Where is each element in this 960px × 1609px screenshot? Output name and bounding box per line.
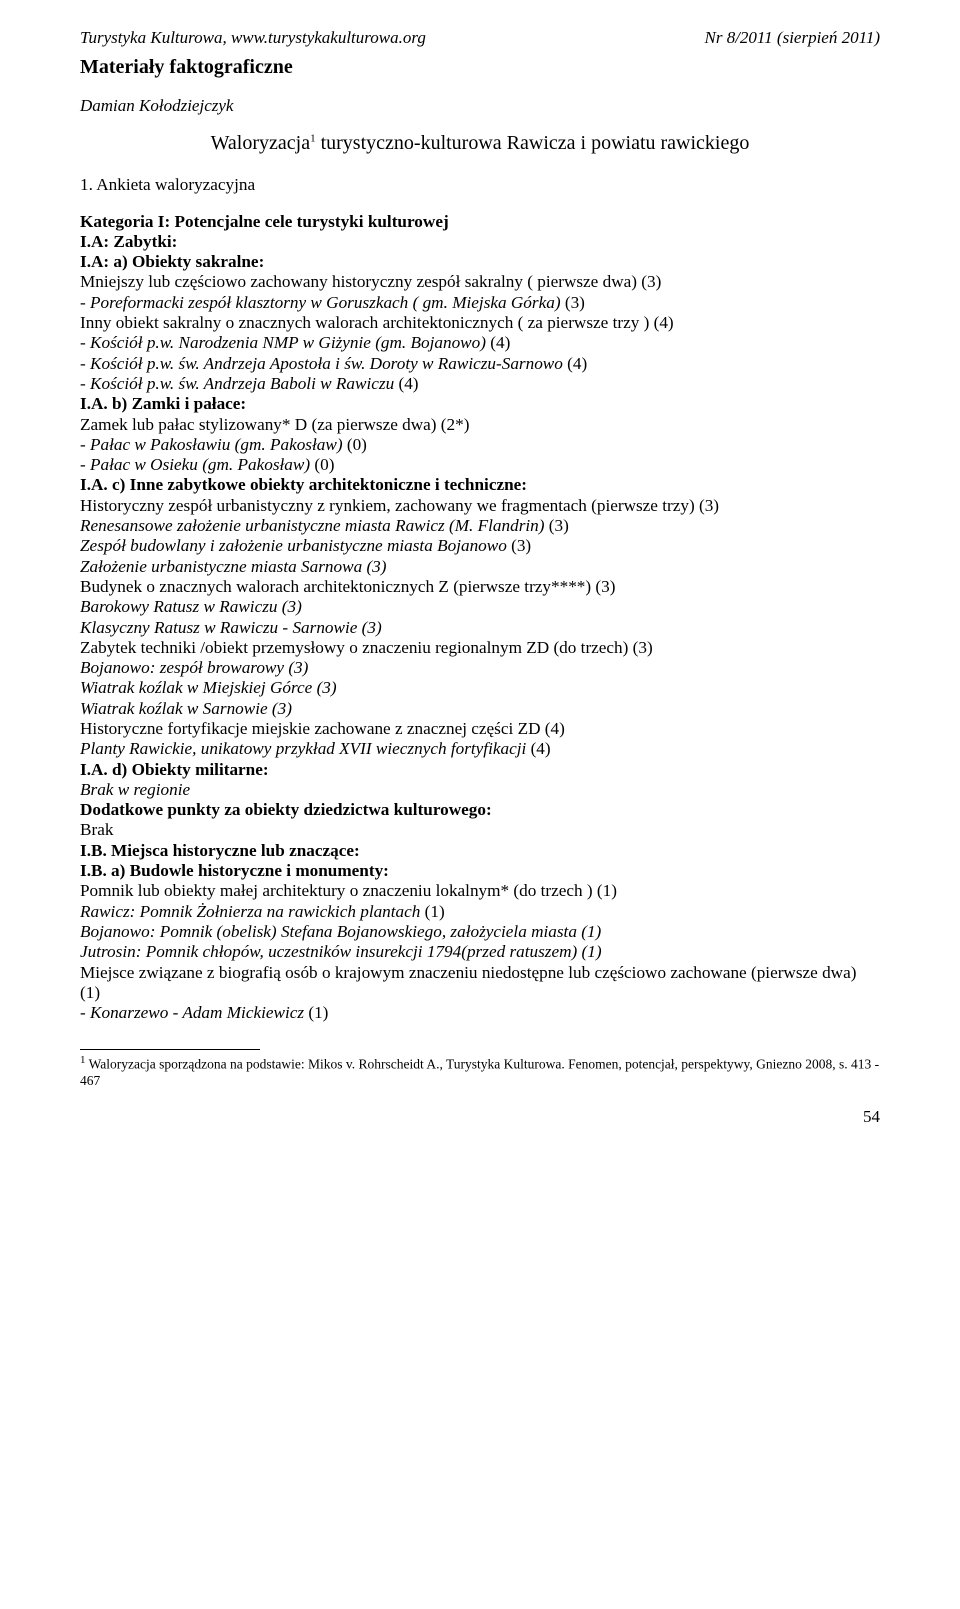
body-line: Brak <box>80 820 880 840</box>
body-line: - Pałac w Pakosławiu (gm. Pakosław) (0) <box>80 435 880 455</box>
body-line: - Konarzewo - Adam Mickiewicz (1) <box>80 1003 880 1023</box>
page-number: 54 <box>80 1107 880 1127</box>
page-header: Turystyka Kulturowa, www.turystykakultur… <box>80 28 880 48</box>
body-line: Historyczny zespół urbanistyczny z rynki… <box>80 496 880 516</box>
body-line: Zabytek techniki /obiekt przemysłowy o z… <box>80 638 880 658</box>
header-left: Turystyka Kulturowa, www.turystykakultur… <box>80 28 426 48</box>
body-line: Rawicz: Pomnik Żołnierza na rawickich pl… <box>80 902 880 922</box>
body-line: - Kościół p.w. św. Andrzeja Apostoła i ś… <box>80 354 880 374</box>
body-line: Klasyczny Ratusz w Rawiczu - Sarnowie (3… <box>80 618 880 638</box>
body-line: I.B. a) Budowle historyczne i monumenty: <box>80 861 880 881</box>
body-line: Mniejszy lub częściowo zachowany history… <box>80 272 880 292</box>
main-title: Waloryzacja1 turystyczno-kulturowa Rawic… <box>80 132 880 156</box>
body-line: I.A. b) Zamki i pałace: <box>80 394 880 414</box>
body-line: I.A. c) Inne zabytkowe obiekty architekt… <box>80 475 880 495</box>
main-title-part-b: turystyczno-kulturowa Rawicza i powiatu … <box>316 132 750 154</box>
body-content: Kategoria I: Potencjalne cele turystyki … <box>80 212 880 1024</box>
body-line: I.B. Miejsca historyczne lub znaczące: <box>80 841 880 861</box>
body-line: Wiatrak koźlak w Miejskiej Górce (3) <box>80 678 880 698</box>
main-title-part-a: Waloryzacja <box>211 132 310 154</box>
body-line: Budynek o znacznych walorach architekton… <box>80 577 880 597</box>
body-line: Historyczne fortyfikacje miejskie zachow… <box>80 719 880 739</box>
body-line: Bojanowo: zespół browarowy (3) <box>80 658 880 678</box>
body-line: Wiatrak koźlak w Sarnowie (3) <box>80 699 880 719</box>
body-line: I.A: Zabytki: <box>80 232 880 252</box>
footnote: 1 Waloryzacja sporządzona na podstawie: … <box>80 1054 880 1088</box>
body-line: Założenie urbanistyczne miasta Sarnowa (… <box>80 557 880 577</box>
body-line: Kategoria I: Potencjalne cele turystyki … <box>80 212 880 232</box>
body-line: Jutrosin: Pomnik chłopów, uczestników in… <box>80 942 880 962</box>
body-line: Pomnik lub obiekty małej architektury o … <box>80 881 880 901</box>
body-line: Brak w regionie <box>80 780 880 800</box>
section-title: Materiały faktograficzne <box>80 56 880 80</box>
body-line: Zespół budowlany i założenie urbanistycz… <box>80 536 880 556</box>
header-right: Nr 8/2011 (sierpień 2011) <box>705 28 881 48</box>
body-line: Dodatkowe punkty za obiekty dziedzictwa … <box>80 800 880 820</box>
body-line: I.A: a) Obiekty sakralne: <box>80 252 880 272</box>
body-line: Barokowy Ratusz w Rawiczu (3) <box>80 597 880 617</box>
body-line: Zamek lub pałac stylizowany* D (za pierw… <box>80 415 880 435</box>
body-line: Planty Rawickie, unikatowy przykład XVII… <box>80 739 880 759</box>
author-name: Damian Kołodziejczyk <box>80 96 880 116</box>
body-line: I.A. d) Obiekty militarne: <box>80 760 880 780</box>
body-line: Renesansowe założenie urbanistyczne mias… <box>80 516 880 536</box>
body-line: Miejsce związane z biografią osób o kraj… <box>80 963 880 1004</box>
body-line: Inny obiekt sakralny o znacznych walorac… <box>80 313 880 333</box>
survey-heading: 1. Ankieta waloryzacyjna <box>80 175 880 195</box>
footnote-text: Waloryzacja sporządzona na podstawie: Mi… <box>80 1057 879 1088</box>
body-line: - Kościół p.w. Narodzenia NMP w Giżynie … <box>80 333 880 353</box>
body-line: - Kościół p.w. św. Andrzeja Baboli w Raw… <box>80 374 880 394</box>
body-line: - Pałac w Osieku (gm. Pakosław) (0) <box>80 455 880 475</box>
body-line: Bojanowo: Pomnik (obelisk) Stefana Bojan… <box>80 922 880 942</box>
footnote-separator <box>80 1049 260 1050</box>
body-line: - Poreformacki zespół klasztorny w Gorus… <box>80 293 880 313</box>
